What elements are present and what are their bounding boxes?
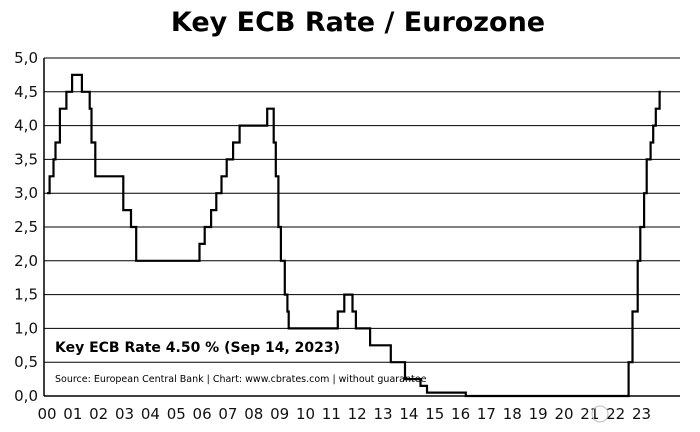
x-tick-label: 04 <box>141 405 160 423</box>
x-tick-label: 05 <box>167 405 186 423</box>
x-tick-label: 01 <box>63 405 82 423</box>
y-tick-label: 2,0 <box>14 252 38 270</box>
x-tick-label: 19 <box>529 405 548 423</box>
x-tick-label: 20 <box>554 405 573 423</box>
watermark <box>591 405 609 423</box>
x-tick-label: 02 <box>89 405 108 423</box>
y-tick-label: 0,5 <box>14 353 38 371</box>
x-tick-label: 08 <box>244 405 263 423</box>
series-line <box>47 73 661 398</box>
y-axis-ticks: 0,0 0,5 1,0 1,5 2,0 2,5 3,0 3,5 4,0 4,5 5,0 <box>14 49 38 405</box>
x-tick-label: 16 <box>451 405 470 423</box>
y-tick-label: 0,0 <box>14 387 38 405</box>
x-tick-label: 12 <box>348 405 367 423</box>
grid <box>44 57 680 363</box>
y-tick-label: 4,0 <box>14 117 38 135</box>
x-tick-label: 23 <box>632 405 651 423</box>
y-tick-label: 3,5 <box>14 150 38 168</box>
x-tick-label: 07 <box>218 405 237 423</box>
x-tick-label: 17 <box>477 405 496 423</box>
x-tick-label: 09 <box>270 405 289 423</box>
x-tick-label: 00 <box>37 405 56 423</box>
current-rate-annotation: Key ECB Rate 4.50 % (Sep 14, 2023) <box>55 340 340 356</box>
x-tick-label: 21 <box>580 405 599 423</box>
y-tick-label: 5,0 <box>14 49 38 67</box>
x-tick-label: 13 <box>374 405 393 423</box>
y-tick-label: 2,5 <box>14 218 38 236</box>
chart-title: Key ECB Rate / Eurozone <box>171 7 545 38</box>
x-tick-label: 10 <box>296 405 315 423</box>
x-tick-label: 11 <box>322 405 341 423</box>
x-tick-label: 15 <box>425 405 444 423</box>
x-tick-label: 22 <box>606 405 625 423</box>
x-tick-label: 03 <box>115 405 134 423</box>
y-tick-label: 3,0 <box>14 184 38 202</box>
x-tick-label: 14 <box>399 405 418 423</box>
x-tick-label: 06 <box>193 405 212 423</box>
x-axis-ticks: 00 01 02 03 04 05 06 07 08 09 10 11 12 13 14 15 16 17 18 19… <box>37 405 651 423</box>
y-tick-label: 4,5 <box>14 83 38 101</box>
source-note: Source: European Central Bank | Chart: w… <box>55 374 427 385</box>
watermark-icon <box>591 405 609 423</box>
x-tick-label: 18 <box>503 405 522 423</box>
y-tick-label: 1,5 <box>14 286 38 304</box>
series-layer <box>47 73 661 398</box>
y-tick-label: 1,0 <box>14 319 38 337</box>
